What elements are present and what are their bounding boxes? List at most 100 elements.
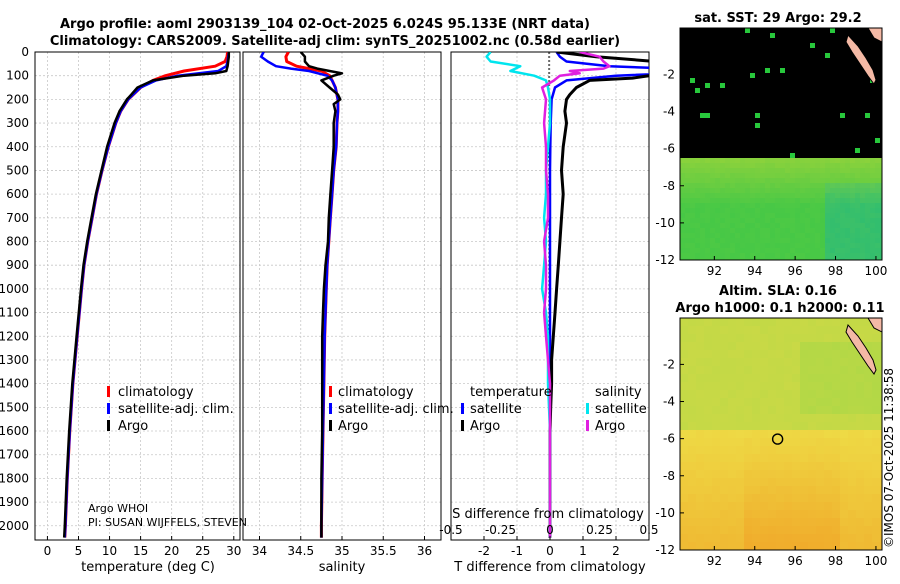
map-cell	[704, 470, 713, 479]
map-cell	[730, 223, 736, 229]
map-cell	[856, 318, 865, 327]
map-cell	[770, 208, 776, 214]
map-cell	[690, 153, 696, 159]
map-cell	[816, 358, 825, 367]
map-cell	[736, 518, 745, 527]
map-cell	[760, 188, 766, 194]
map-cell	[864, 318, 873, 327]
map-cell	[808, 422, 817, 431]
map-cell	[685, 223, 691, 229]
map-cell	[725, 253, 731, 259]
map-cell	[720, 502, 729, 511]
map-cell	[805, 213, 811, 219]
map-cell	[775, 38, 781, 44]
map-cell	[790, 118, 796, 124]
map-cell	[695, 228, 701, 234]
map-cell	[776, 510, 785, 519]
map-cell	[680, 198, 686, 204]
map-cell	[760, 462, 769, 471]
map-cell	[845, 113, 851, 119]
pi-label-2: PI: SUSAN WIJFFELS, STEVEN	[88, 516, 247, 529]
map-cell	[785, 223, 791, 229]
map-cell	[720, 223, 726, 229]
map-cell	[740, 183, 746, 189]
map-cell	[845, 63, 851, 69]
map-cell	[835, 183, 841, 189]
map-cell	[785, 63, 791, 69]
map-cell	[784, 462, 793, 471]
map-cell	[765, 93, 771, 99]
map-cell	[820, 188, 826, 194]
map-cell	[770, 243, 776, 249]
map-cell	[685, 258, 691, 260]
map-cell	[760, 193, 766, 199]
map-cell	[780, 198, 786, 204]
map-cell	[770, 143, 776, 149]
map-cell	[695, 93, 701, 99]
map-cell	[765, 58, 771, 64]
map-cell	[750, 248, 756, 254]
map-cell	[785, 103, 791, 109]
map-cell	[704, 526, 713, 535]
map-cell	[795, 38, 801, 44]
map-cell	[725, 188, 731, 194]
map-cell	[715, 223, 721, 229]
map-cell	[805, 158, 811, 164]
map-cell	[835, 58, 841, 64]
map-cell	[795, 68, 801, 74]
map-cell	[840, 188, 846, 194]
map-cell	[800, 53, 806, 59]
map-cell	[740, 98, 746, 104]
map-cell	[840, 173, 846, 179]
map-cell	[730, 128, 736, 134]
map-cell	[800, 193, 806, 199]
map-cell	[872, 486, 881, 495]
map-cell	[720, 118, 726, 124]
map-cell	[880, 223, 882, 229]
map-cell	[728, 446, 737, 455]
map-cell	[765, 198, 771, 204]
map-cell	[720, 374, 729, 383]
map-cell	[810, 133, 816, 139]
map-cell	[736, 318, 745, 327]
map-cell	[725, 78, 731, 84]
map-cell	[825, 103, 831, 109]
map-cell	[745, 48, 751, 54]
map-cell	[728, 318, 737, 327]
map-cell	[776, 366, 785, 375]
map-cell	[740, 88, 746, 94]
map-cell	[860, 193, 866, 199]
map-cell	[825, 228, 831, 234]
map-cell	[768, 470, 777, 479]
map-cell	[785, 38, 791, 44]
map-cell	[832, 454, 841, 463]
map-cell	[840, 510, 849, 519]
map-cell	[750, 108, 756, 114]
map-cell	[745, 128, 751, 134]
map-cell	[805, 48, 811, 54]
map-cell	[790, 68, 796, 74]
map-cell	[832, 534, 841, 543]
map-cell	[695, 163, 701, 169]
map-cell	[755, 163, 761, 169]
map-cell	[750, 258, 756, 260]
map-cell	[776, 334, 785, 343]
map-cell	[805, 88, 811, 94]
map-cell	[695, 118, 701, 124]
map-cell	[685, 238, 691, 244]
map-cell	[808, 534, 817, 543]
map-cell	[792, 510, 801, 519]
map-cell	[775, 93, 781, 99]
map-cell	[780, 138, 786, 144]
map-cell	[740, 58, 746, 64]
map-cell	[860, 183, 866, 189]
map-cell	[835, 178, 841, 184]
map-cell	[784, 326, 793, 335]
map-cell	[830, 218, 836, 224]
map-cell	[695, 128, 701, 134]
map-cell	[848, 398, 857, 407]
map-cell	[805, 188, 811, 194]
map-cell	[825, 178, 831, 184]
map-cell	[740, 43, 746, 49]
map-cell	[712, 374, 721, 383]
